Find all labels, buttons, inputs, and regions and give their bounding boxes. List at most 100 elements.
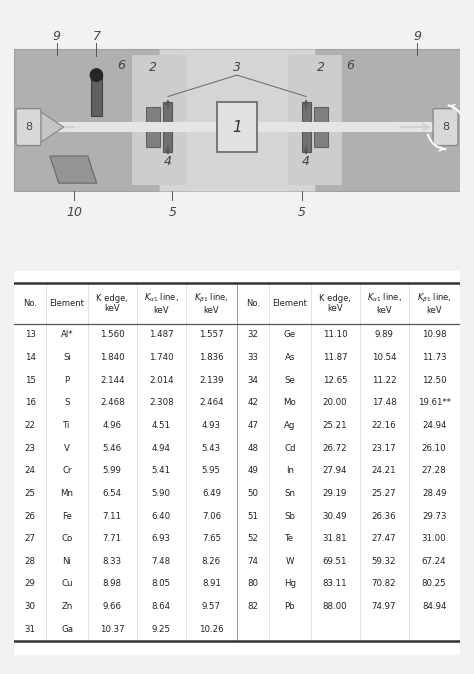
Ellipse shape (90, 69, 103, 82)
Text: Mo: Mo (283, 398, 296, 407)
Text: 30: 30 (25, 602, 36, 611)
Text: 1.557: 1.557 (199, 330, 224, 339)
Text: 7.11: 7.11 (103, 512, 122, 520)
Text: 6.40: 6.40 (152, 512, 171, 520)
Text: 25.21: 25.21 (323, 421, 347, 430)
Text: 15: 15 (25, 375, 36, 385)
Text: 10: 10 (66, 206, 82, 218)
Text: 4.93: 4.93 (202, 421, 221, 430)
Text: 1.836: 1.836 (199, 353, 224, 362)
Text: 7.48: 7.48 (152, 557, 171, 565)
Text: 8.64: 8.64 (152, 602, 171, 611)
Text: 6.54: 6.54 (103, 489, 122, 498)
Text: Mn: Mn (61, 489, 73, 498)
Text: Zn: Zn (61, 602, 73, 611)
Text: 26.72: 26.72 (323, 443, 347, 452)
Text: 20.00: 20.00 (323, 398, 347, 407)
Text: 2.014: 2.014 (149, 375, 173, 385)
Text: 1: 1 (232, 119, 242, 135)
Bar (14, 49, 460, 191)
Text: Fe: Fe (62, 512, 72, 520)
Text: 2.464: 2.464 (199, 398, 224, 407)
Text: V: V (64, 443, 70, 452)
Text: 47: 47 (247, 421, 258, 430)
Text: 51: 51 (247, 512, 258, 520)
Text: 74.97: 74.97 (372, 602, 396, 611)
FancyBboxPatch shape (433, 109, 458, 146)
Text: 67.24: 67.24 (422, 557, 447, 565)
Text: P: P (64, 375, 70, 385)
Text: 6: 6 (117, 59, 125, 72)
Text: 5: 5 (298, 206, 306, 218)
Text: 6: 6 (346, 59, 355, 72)
Bar (288, 55, 342, 185)
Text: 24.21: 24.21 (372, 466, 396, 475)
Text: 50: 50 (247, 489, 258, 498)
Text: K edge,
keV: K edge, keV (319, 294, 351, 313)
FancyBboxPatch shape (16, 109, 41, 146)
Text: 11.22: 11.22 (372, 375, 396, 385)
Text: 2: 2 (317, 61, 325, 74)
Text: $K_{\beta1}$ line,
keV: $K_{\beta1}$ line, keV (194, 292, 229, 315)
FancyBboxPatch shape (217, 102, 257, 152)
Bar (14, 49, 173, 191)
Text: $K_{\alpha1}$ line,
keV: $K_{\alpha1}$ line, keV (366, 292, 401, 315)
Text: 17.48: 17.48 (372, 398, 396, 407)
Text: 49: 49 (247, 466, 258, 475)
Bar (132, 55, 186, 185)
Text: 8.33: 8.33 (103, 557, 122, 565)
Text: 34: 34 (247, 375, 258, 385)
Text: 70.82: 70.82 (372, 580, 396, 588)
Text: $K_{\alpha1}$ line,
keV: $K_{\alpha1}$ line, keV (144, 292, 179, 315)
Text: Co: Co (62, 534, 73, 543)
Text: 23.17: 23.17 (372, 443, 396, 452)
Bar (301, 102, 310, 152)
Text: Cd: Cd (284, 443, 296, 452)
Text: 74: 74 (247, 557, 258, 565)
Text: 10.98: 10.98 (422, 330, 447, 339)
Text: 59.32: 59.32 (372, 557, 396, 565)
Text: 48: 48 (247, 443, 258, 452)
Text: 6.93: 6.93 (152, 534, 171, 543)
Bar (146, 107, 160, 148)
Text: 80: 80 (247, 580, 258, 588)
Bar (164, 102, 173, 152)
Text: 2.144: 2.144 (100, 375, 125, 385)
Text: 6.49: 6.49 (202, 489, 221, 498)
Text: Ti: Ti (64, 421, 71, 430)
Text: Si: Si (63, 353, 71, 362)
Polygon shape (50, 156, 97, 183)
Text: 5.90: 5.90 (152, 489, 171, 498)
Text: 24: 24 (25, 466, 36, 475)
Text: 1.840: 1.840 (100, 353, 125, 362)
Text: 8.26: 8.26 (202, 557, 221, 565)
Text: Te: Te (285, 534, 294, 543)
Text: 69.51: 69.51 (323, 557, 347, 565)
Text: 12.65: 12.65 (323, 375, 347, 385)
Text: 7.65: 7.65 (202, 534, 221, 543)
Text: 5.41: 5.41 (152, 466, 171, 475)
Text: 4: 4 (302, 155, 310, 168)
Text: 84.94: 84.94 (422, 602, 447, 611)
Text: 16: 16 (25, 398, 36, 407)
Text: Ga: Ga (61, 625, 73, 634)
Text: 9.57: 9.57 (202, 602, 221, 611)
Text: Al*: Al* (61, 330, 73, 339)
Text: 5.43: 5.43 (202, 443, 221, 452)
Text: $K_{\beta1}$ line,
keV: $K_{\beta1}$ line, keV (417, 292, 452, 315)
Text: 27: 27 (25, 534, 36, 543)
Text: 52: 52 (247, 534, 258, 543)
Text: No.: No. (23, 299, 37, 308)
Text: 9.89: 9.89 (374, 330, 393, 339)
Text: 80.25: 80.25 (422, 580, 447, 588)
Text: 1.740: 1.740 (149, 353, 173, 362)
Bar (91, 75, 102, 115)
Text: 2: 2 (149, 61, 157, 74)
Text: 24.94: 24.94 (422, 421, 447, 430)
Text: 27.28: 27.28 (422, 466, 447, 475)
Text: 33: 33 (247, 353, 258, 362)
Text: 11.73: 11.73 (422, 353, 447, 362)
Text: Element: Element (50, 299, 84, 308)
Text: 5.99: 5.99 (103, 466, 122, 475)
Text: 27.94: 27.94 (323, 466, 347, 475)
